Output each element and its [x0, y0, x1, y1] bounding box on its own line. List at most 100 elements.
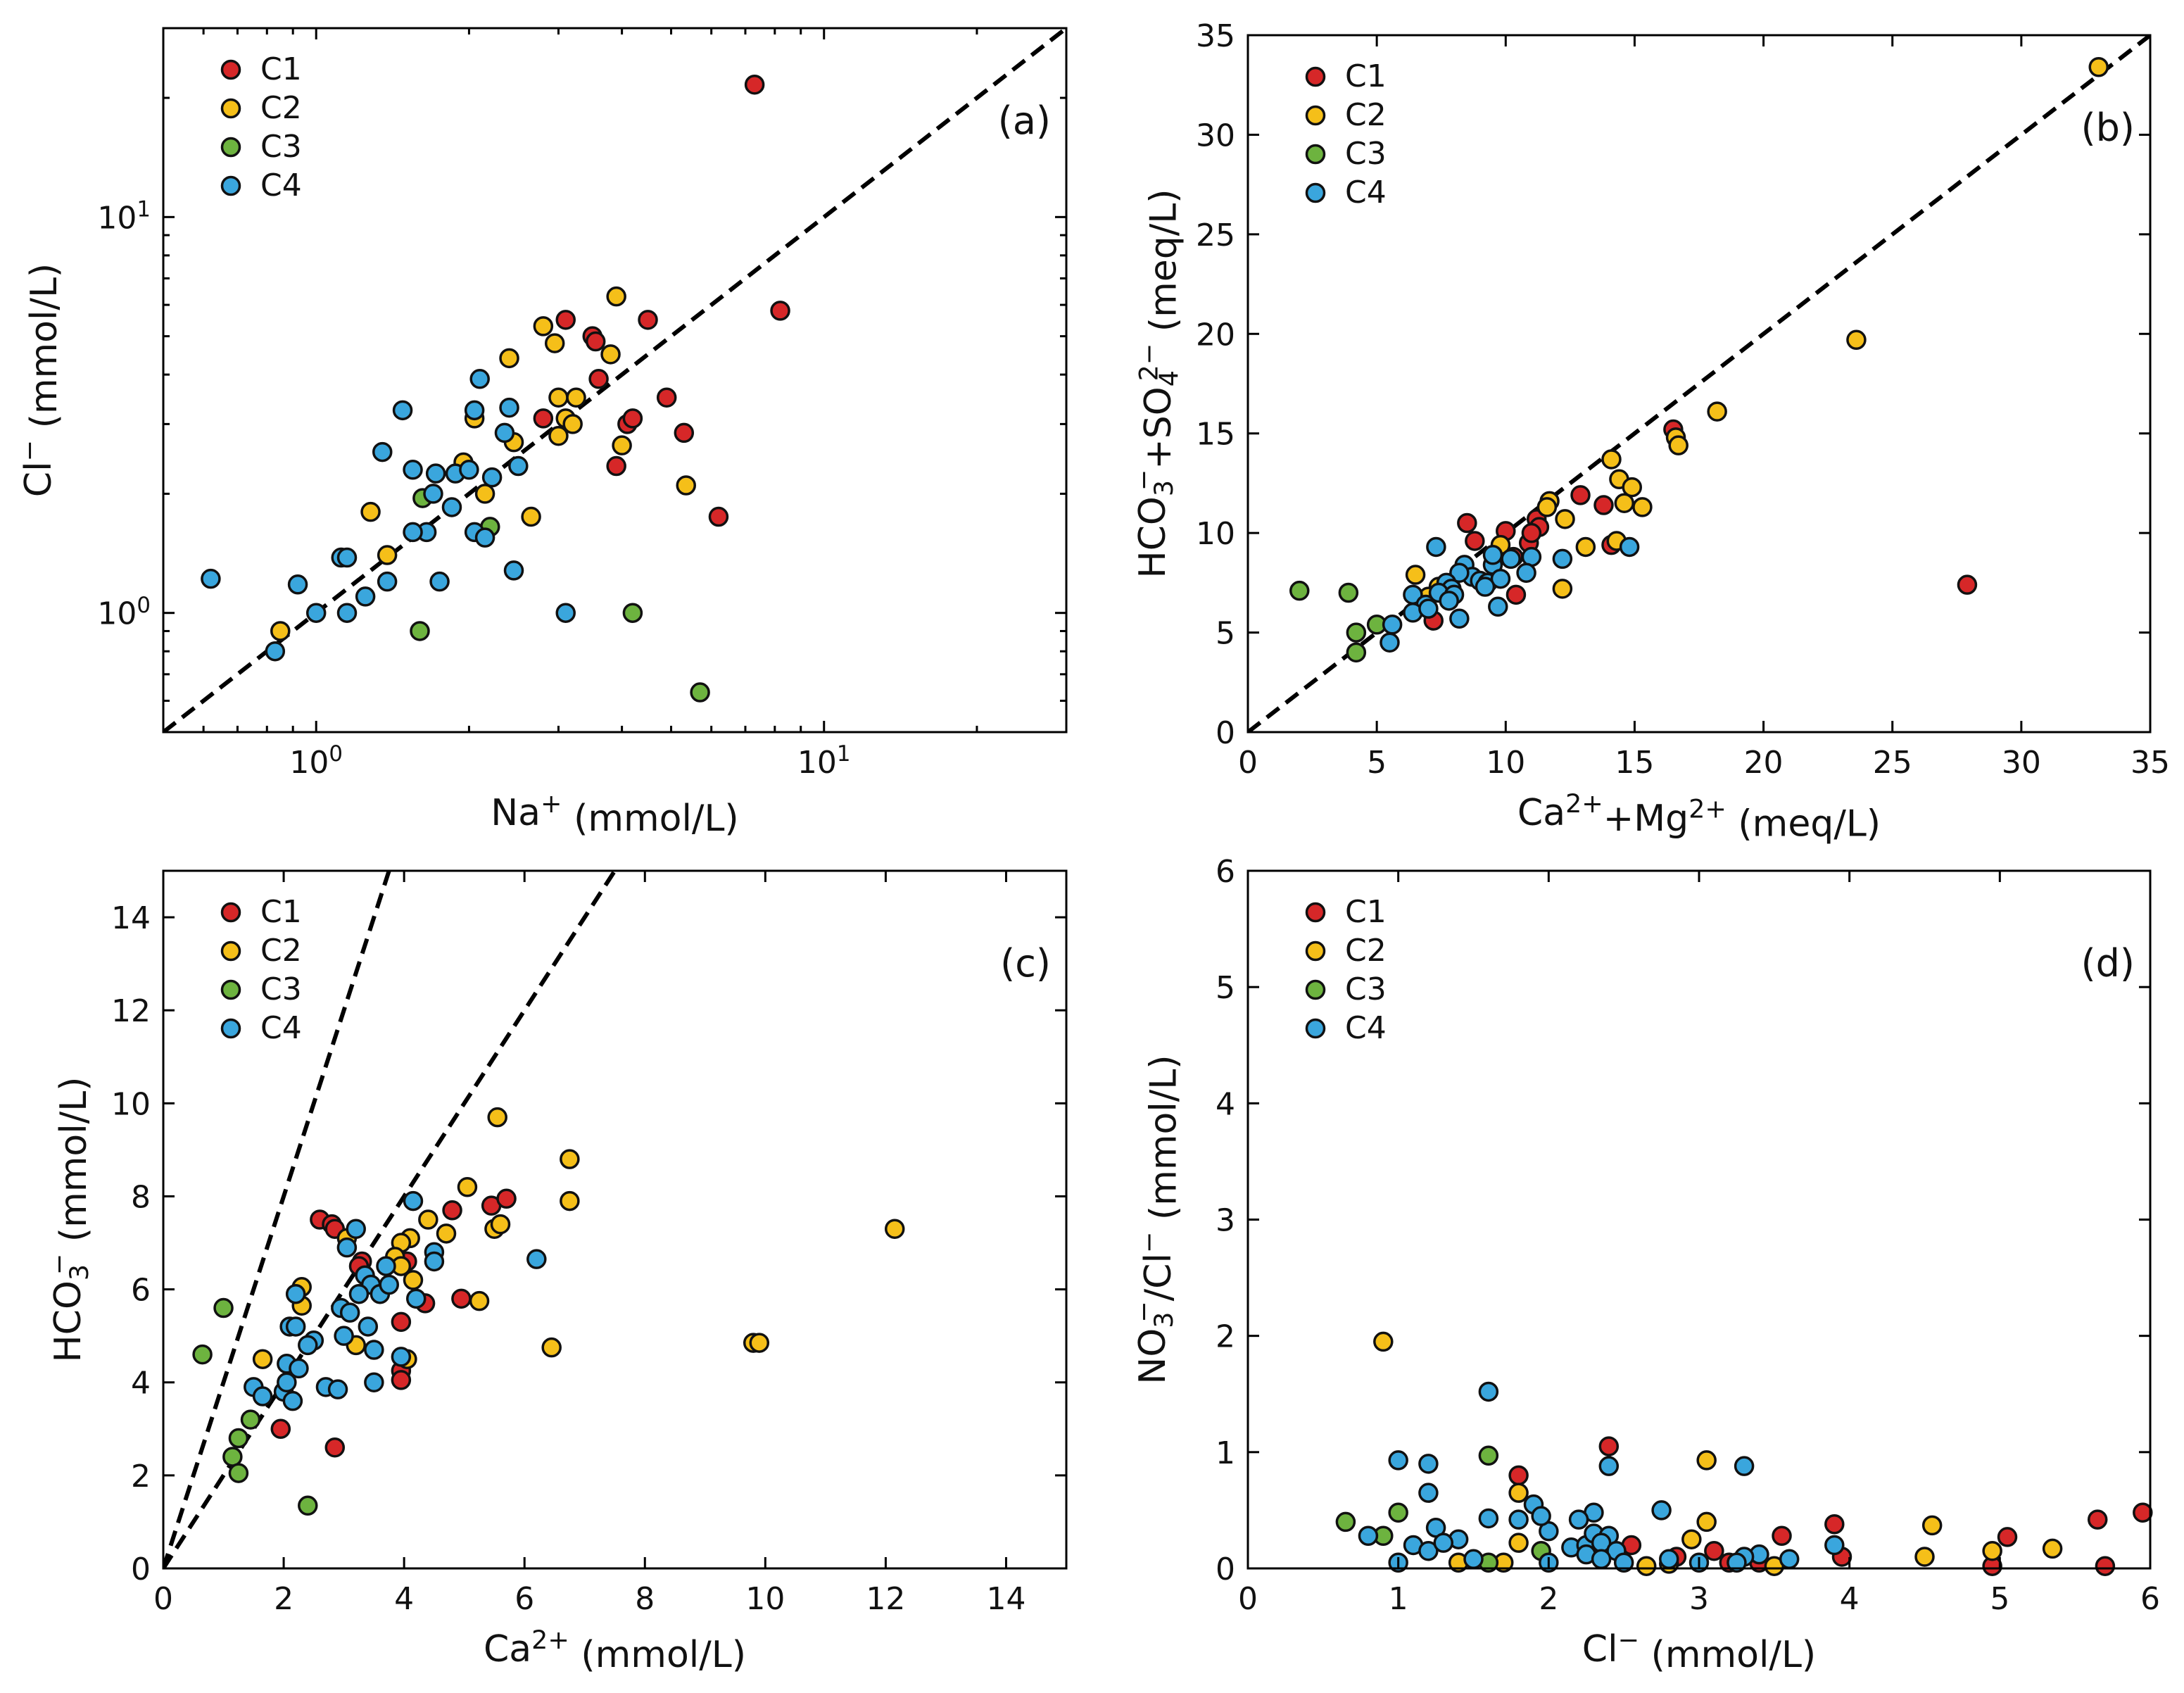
y-tick-label-c: 6: [131, 1273, 151, 1309]
point-c2: [2088, 57, 2109, 77]
panel-label-c: (c): [1000, 941, 1051, 986]
point-c4: [252, 1386, 273, 1406]
point-c1: [708, 506, 729, 527]
x-tick-label-c: 6: [515, 1581, 534, 1617]
legend-marker-c2: [1305, 940, 1326, 962]
point-c1: [391, 1311, 412, 1333]
panel-label-b: (b): [2081, 106, 2135, 150]
x-tick-label-c: 4: [394, 1581, 414, 1617]
point-c4: [364, 1372, 384, 1392]
point-c4: [201, 568, 221, 589]
point-c2: [600, 344, 621, 365]
point-c2: [1405, 565, 1426, 585]
y-tick-label-a: 101: [97, 196, 151, 236]
y-tick-label-b: 5: [1216, 616, 1235, 652]
point-c4: [282, 1390, 303, 1411]
x-axis-title-b: Ca2++Mg2+ (meq/L): [1517, 788, 1881, 845]
reference-line-c-2: [163, 871, 617, 1568]
axes-frame-c: [162, 869, 1068, 1570]
point-c4: [265, 641, 286, 662]
x-tick-label-b: 5: [1367, 745, 1387, 781]
x-tick-label-c: 12: [866, 1581, 905, 1617]
legend-label-c4: C4: [1345, 175, 1387, 210]
point-c4: [1552, 548, 1573, 569]
legend-label-c1: C1: [1345, 894, 1387, 930]
point-c4: [1779, 1549, 1800, 1570]
point-c1: [674, 422, 695, 443]
point-c3: [1388, 1502, 1408, 1523]
point-c2: [2042, 1538, 2063, 1559]
point-c1: [1593, 495, 1614, 515]
point-c4: [1619, 536, 1640, 558]
y-tick-label-b: 30: [1196, 118, 1235, 153]
y-axis-title-a: Cl− (mmol/L): [14, 263, 65, 497]
x-tick-label-a: 101: [797, 741, 851, 781]
point-c4: [1488, 596, 1508, 617]
point-c4: [305, 603, 327, 623]
legend-label-c2: C2: [260, 933, 302, 969]
point-c4: [285, 1283, 306, 1304]
point-c4: [364, 1340, 384, 1360]
point-c4: [1358, 1525, 1379, 1547]
data-points-d: [1335, 1331, 2153, 1576]
legend-marker-c3: [1305, 979, 1326, 1000]
point-c4: [1651, 1500, 1672, 1521]
point-c3: [222, 1447, 243, 1467]
point-c1: [1997, 1527, 2018, 1547]
x-tick-label-d: 6: [2140, 1581, 2160, 1617]
point-c4: [1439, 591, 1459, 611]
y-tick-label-a: 100: [97, 593, 151, 632]
point-c4: [298, 1335, 318, 1356]
point-c2: [1575, 536, 1596, 558]
point-c1: [391, 1370, 412, 1390]
point-c4: [1418, 1454, 1439, 1474]
point-c2: [548, 425, 569, 446]
point-c2: [1614, 493, 1635, 513]
point-c2: [1508, 1532, 1529, 1553]
x-tick-label-c: 10: [745, 1581, 785, 1617]
point-c4: [1508, 1509, 1529, 1530]
panel-a: 100 101 100 101 Na+ (mmol/L) Cl− (mmol/L) (a) C…: [14, 27, 1068, 840]
panel-label-a: (a): [998, 99, 1051, 143]
point-c2: [487, 1107, 507, 1128]
point-c1: [585, 331, 606, 352]
point-c1: [496, 1188, 517, 1209]
point-c3: [1335, 1511, 1356, 1532]
point-c1: [1506, 584, 1527, 605]
point-c4: [526, 1249, 547, 1269]
point-c2: [360, 501, 381, 522]
panel-b: 0 5 10 15 20 25 30 35 0 5 10 15 20 25 30 35 Ca2++Mg2+ (m…: [1128, 18, 2170, 845]
point-c2: [1707, 401, 1727, 422]
point-c4: [403, 460, 423, 480]
point-c4: [1426, 536, 1446, 558]
x-tick-label-b: 25: [1873, 745, 1912, 781]
point-c2: [544, 333, 565, 353]
point-c4: [1727, 1552, 1747, 1573]
x-tick-label-c: 8: [635, 1581, 655, 1617]
axes-frame-b: [1246, 34, 2152, 734]
point-c4: [1418, 598, 1439, 619]
x-tick-label-d: 5: [1990, 1581, 2009, 1617]
point-c2: [749, 1333, 770, 1353]
y-tick-label-c: 2: [131, 1459, 151, 1494]
point-c4: [424, 1251, 445, 1272]
legend-marker-c2: [1305, 105, 1326, 126]
point-c2: [612, 435, 632, 455]
x-axis-title-c: Ca2+ (mmol/L): [484, 1625, 746, 1676]
legend-marker-c3: [220, 137, 241, 158]
point-c4: [376, 1256, 396, 1276]
point-c4: [379, 1274, 399, 1295]
point-c4: [1568, 1509, 1589, 1530]
point-c4: [327, 1379, 348, 1399]
point-c1: [270, 1418, 291, 1440]
point-c4: [1449, 562, 1470, 583]
legend-label-c4: C4: [260, 1010, 302, 1046]
point-c2: [1681, 1529, 1702, 1549]
point-c2: [560, 1190, 580, 1211]
point-c4: [348, 1283, 370, 1304]
point-c1: [1570, 485, 1591, 505]
point-c4: [1380, 632, 1400, 653]
point-c4: [1433, 1532, 1454, 1553]
point-c4: [1382, 615, 1403, 635]
